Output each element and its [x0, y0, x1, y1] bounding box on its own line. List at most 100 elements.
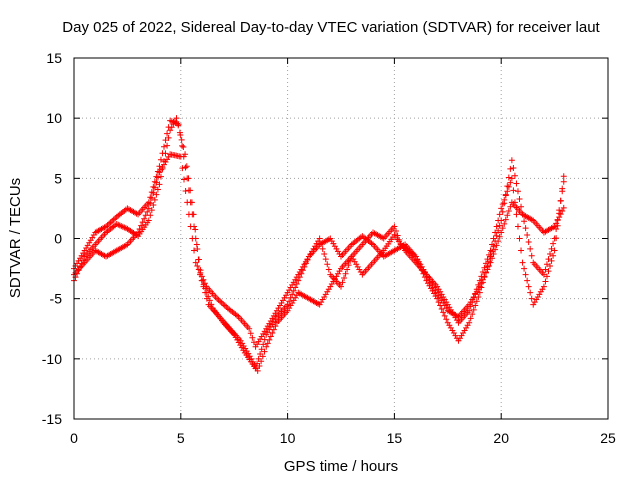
data-point	[525, 238, 532, 245]
data-point	[151, 184, 158, 191]
data-points	[71, 115, 567, 374]
data-point	[472, 290, 479, 297]
data-point	[341, 275, 348, 282]
data-point	[550, 240, 557, 247]
data-point	[553, 226, 560, 233]
data-point	[189, 235, 196, 242]
data-point	[516, 235, 523, 242]
data-point	[261, 336, 268, 343]
data-point	[560, 173, 567, 180]
data-point	[295, 277, 302, 284]
y-axis-label: SDTVAR / TECUs	[7, 178, 24, 298]
data-point	[154, 186, 161, 193]
data-point	[185, 187, 192, 194]
data-point	[159, 150, 166, 157]
data-point	[165, 134, 172, 141]
data-point	[490, 235, 497, 242]
data-point	[475, 293, 482, 300]
data-point	[192, 226, 199, 233]
data-point	[496, 233, 503, 240]
data-point	[473, 298, 480, 305]
data-point	[469, 299, 476, 306]
data-point	[543, 273, 550, 280]
y-tick-label: -5	[50, 291, 63, 307]
data-point	[250, 339, 257, 346]
data-point	[162, 137, 169, 144]
data-point	[187, 223, 194, 230]
data-point	[508, 157, 515, 164]
data-point	[206, 297, 213, 304]
data-point	[492, 229, 499, 236]
data-point	[554, 216, 561, 223]
data-point	[173, 115, 180, 122]
data-point	[347, 257, 354, 264]
data-point	[514, 188, 521, 195]
data-point	[513, 211, 520, 218]
data-point	[339, 279, 346, 286]
data-point	[192, 259, 199, 266]
data-point	[148, 195, 155, 202]
data-point	[156, 163, 163, 170]
data-point	[554, 222, 561, 229]
data-point	[441, 312, 448, 319]
data-point	[194, 263, 201, 270]
data-point	[476, 277, 483, 284]
data-point	[481, 264, 488, 271]
data-point	[290, 287, 297, 294]
data-point	[435, 299, 442, 306]
data-point	[499, 208, 506, 215]
data-point	[153, 179, 160, 186]
data-point	[154, 174, 161, 181]
y-tick-label: 5	[54, 170, 62, 186]
data-point	[507, 165, 514, 172]
data-point	[179, 142, 186, 149]
x-tick-label: 20	[493, 430, 509, 446]
data-point	[198, 273, 205, 280]
data-point	[153, 191, 160, 198]
data-point	[396, 237, 403, 244]
data-point	[150, 189, 157, 196]
x-axis-label: GPS time / hours	[284, 458, 398, 475]
data-point	[466, 319, 473, 326]
data-point	[484, 256, 491, 263]
data-point	[510, 165, 517, 172]
chart-title: Day 025 of 2022, Sidereal Day-to-day VTE…	[62, 19, 600, 36]
data-point	[516, 195, 523, 202]
data-point	[200, 276, 207, 283]
data-point	[342, 270, 349, 277]
data-point	[495, 227, 502, 234]
data-point	[527, 245, 534, 252]
data-point	[258, 346, 265, 353]
data-point	[175, 121, 182, 128]
data-point	[165, 124, 172, 131]
data-point	[501, 196, 508, 203]
y-tick-label: 15	[46, 50, 62, 66]
data-point	[391, 223, 398, 230]
data-point	[560, 178, 567, 185]
data-point	[527, 289, 534, 296]
data-point	[182, 187, 189, 194]
data-point	[547, 250, 554, 257]
data-point	[252, 365, 259, 372]
data-point	[559, 185, 566, 192]
data-point	[138, 222, 145, 229]
data-point	[511, 172, 518, 179]
data-point	[267, 333, 274, 340]
data-point	[157, 156, 164, 163]
data-point	[518, 247, 525, 254]
data-point	[470, 294, 477, 301]
data-point	[528, 252, 535, 259]
data-point	[511, 199, 518, 206]
axis-ticks: 0 5 10 15 20 25 -15 -10 -5 0 5 10 15	[42, 50, 616, 446]
data-point	[505, 207, 512, 214]
data-point	[504, 212, 511, 219]
data-point	[145, 217, 152, 224]
data-point	[493, 232, 500, 239]
data-point	[141, 215, 148, 222]
data-point	[543, 261, 550, 268]
data-point	[284, 301, 291, 308]
data-point	[548, 257, 555, 264]
data-point	[507, 203, 514, 210]
data-point	[513, 180, 520, 187]
data-point	[142, 212, 149, 219]
